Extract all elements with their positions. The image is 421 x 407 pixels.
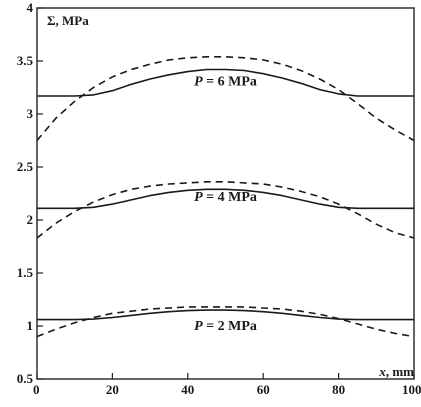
dashed-series-line-6 — [36, 306, 415, 338]
x-tick-label: 80 — [332, 382, 345, 397]
annotation-variable: P — [194, 190, 203, 205]
solid-series-line-5 — [37, 309, 414, 321]
y-tick-label: 1.5 — [17, 265, 34, 280]
pressure-annotation-1: P = 6 MPa — [194, 74, 257, 89]
plot-frame — [36, 7, 415, 380]
annotation-variable: P — [194, 74, 203, 89]
annotation-text: = 4 MPa — [203, 190, 257, 205]
y-tick-label: 3.5 — [17, 53, 34, 68]
x-tick-label: 40 — [181, 382, 194, 397]
x-axis-label: x, mm — [378, 364, 414, 379]
ticks-layer: 0.511.522.533.540 20 40 60 80 100 — [17, 0, 421, 397]
x-tick-label: 100 — [402, 382, 421, 397]
x-tick-label: 0 — [33, 382, 40, 397]
annotation-text: = 6 MPa — [203, 74, 257, 89]
x-tick-label: 60 — [257, 382, 270, 397]
y-axis-label: Σ, MPa — [47, 13, 89, 28]
pressure-annotation-3: P = 2 MPa — [194, 319, 257, 334]
y-tick-label: 0.5 — [17, 371, 34, 386]
x-tick-label: 20 — [106, 382, 119, 397]
annotation-text: = 2 MPa — [203, 319, 257, 334]
solid-series-line-1 — [37, 68, 414, 97]
y-tick-label: 2 — [27, 212, 34, 227]
annotation-variable: P — [194, 319, 203, 334]
y-tick-label: 1 — [27, 318, 34, 333]
y-tick-label: 2.5 — [17, 159, 34, 174]
x-axis-unit: , mm — [386, 364, 414, 379]
dashed-series-line-2 — [36, 56, 415, 142]
y-tick-label: 3 — [27, 106, 34, 121]
dashed-series-line-4 — [36, 181, 415, 239]
y-tick-label: 4 — [27, 0, 34, 15]
solid-series-line-3 — [37, 188, 414, 210]
pressure-annotation-2: P = 4 MPa — [194, 190, 257, 205]
series-layer — [36, 56, 415, 338]
x-axis-variable: x — [378, 364, 386, 379]
